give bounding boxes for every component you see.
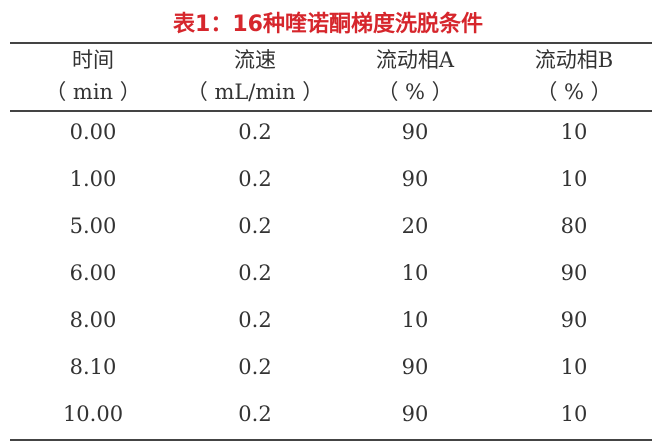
cell-time: 5.00 [69,213,117,238]
cell-phase-a: 90 [401,354,429,379]
header-flow-rate: 流速 [234,48,276,72]
unit-phase-a: （ % ） [377,80,453,104]
cell-phase-b: 10 [560,354,588,379]
cell-phase-a: 10 [401,260,429,285]
cell-phase-a: 90 [401,119,429,144]
cell-flow-rate: 0.2 [238,307,272,332]
gradient-table: 时间 流速 流动相A 流动相B （ min ） （ mL/min ） （ % ）… [10,44,652,437]
header-rule [10,110,652,112]
unit-flow-rate: （ mL/min ） [186,80,324,104]
unit-time: （ min ） [45,80,141,104]
table-row: 8.00 0.2 10 90 [10,296,652,343]
cell-phase-b: 10 [560,401,588,426]
table-title: 表1：16种喹诺酮梯度洗脱条件 [173,12,483,37]
cell-time: 8.10 [69,354,117,379]
cell-phase-b: 10 [560,166,588,191]
cell-flow-rate: 0.2 [238,119,272,144]
cell-phase-a: 10 [401,307,429,332]
unit-phase-b: （ % ） [536,80,612,104]
cell-phase-b: 90 [560,260,588,285]
bottom-rule [10,439,652,441]
table-row: 10.00 0.2 90 10 [10,390,652,437]
table-row: 0.00 0.2 90 10 [10,108,652,155]
cell-phase-a: 90 [401,166,429,191]
cell-time: 6.00 [69,260,117,285]
cell-time: 1.00 [69,166,117,191]
top-rule [10,42,652,44]
table-row: 5.00 0.2 20 80 [10,202,652,249]
table-row: 6.00 0.2 10 90 [10,249,652,296]
cell-flow-rate: 0.2 [238,354,272,379]
cell-phase-b: 80 [560,213,588,238]
cell-flow-rate: 0.2 [238,166,272,191]
cell-time: 8.00 [69,307,117,332]
cell-flow-rate: 0.2 [238,401,272,426]
cell-time: 0.00 [69,119,117,144]
header-row-names: 时间 流速 流动相A 流动相B [10,44,652,76]
table-row: 1.00 0.2 90 10 [10,155,652,202]
cell-time: 10.00 [62,401,124,426]
header-time: 时间 [72,48,114,72]
cell-phase-b: 90 [560,307,588,332]
cell-phase-b: 10 [560,119,588,144]
cell-flow-rate: 0.2 [238,260,272,285]
cell-phase-a: 20 [401,213,429,238]
header-phase-b: 流动相B [534,48,614,72]
table-row: 8.10 0.2 90 10 [10,343,652,390]
cell-flow-rate: 0.2 [238,213,272,238]
header-phase-a: 流动相A [375,48,455,72]
header-row-units: （ min ） （ mL/min ） （ % ） （ % ） [10,76,652,108]
cell-phase-a: 90 [401,401,429,426]
